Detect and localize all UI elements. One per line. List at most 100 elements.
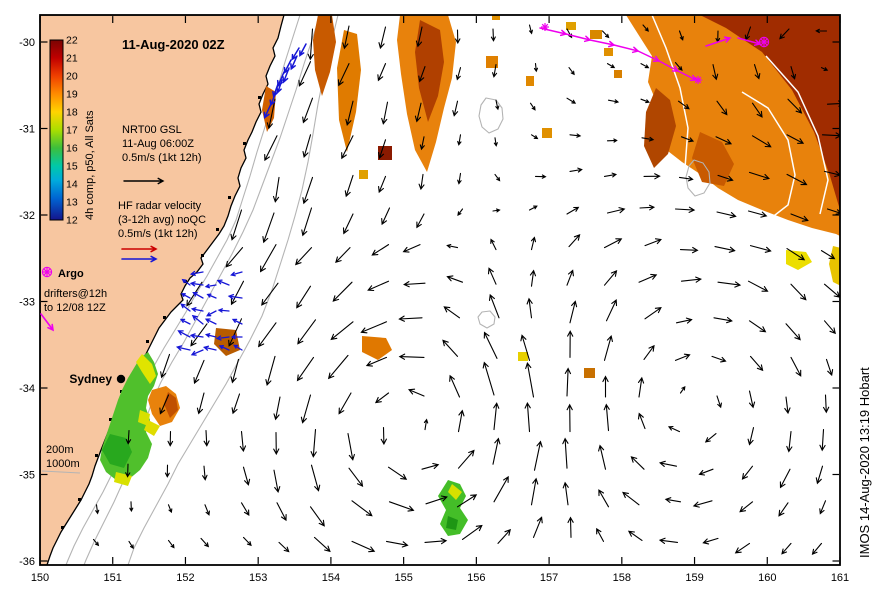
- current-vector: [310, 429, 317, 458]
- current-vector: [644, 238, 662, 247]
- current-vector: [751, 135, 772, 148]
- coast-detail: [216, 228, 219, 231]
- current-vector: [265, 355, 276, 387]
- current-vector: [748, 320, 767, 333]
- sst-white-contour: [765, 55, 829, 215]
- current-vector: [456, 494, 478, 508]
- current-vector: [823, 283, 840, 298]
- current-vector: [415, 26, 423, 48]
- current-vector: [637, 376, 645, 398]
- current-vector: [167, 539, 175, 549]
- current-vector: [567, 516, 574, 538]
- current-vector: [95, 504, 100, 515]
- current-vector: [751, 102, 763, 118]
- gsl-legend-name: NRT00 GSL: [122, 124, 182, 136]
- bathy-1000m-label: 1000m: [46, 458, 80, 470]
- x-tick-label: 153: [249, 572, 267, 584]
- current-vector: [487, 267, 497, 285]
- city-label: Sydney: [69, 372, 112, 386]
- hf-radar-vectors-layer: [175, 43, 307, 356]
- current-vector: [423, 418, 429, 431]
- current-vector: [307, 28, 314, 61]
- current-vector: [638, 273, 658, 283]
- current-vector: [125, 430, 132, 445]
- current-vector: [424, 537, 448, 545]
- current-vector: [642, 24, 649, 32]
- current-vector: [360, 321, 388, 334]
- current-vector: [790, 356, 802, 377]
- hf-radar-vector: [231, 318, 243, 325]
- y-tick-label: -34: [19, 383, 35, 395]
- current-vector: [330, 321, 354, 341]
- land-polygon: [40, 15, 285, 565]
- current-vector: [242, 466, 251, 486]
- hf-radar-vector: [189, 333, 204, 339]
- current-vector: [338, 392, 352, 415]
- current-vector: [715, 136, 733, 145]
- current-vector: [278, 541, 290, 553]
- argo-float-icon: [694, 76, 702, 84]
- current-vector: [674, 206, 696, 213]
- hf-radar-vector: [180, 303, 191, 312]
- hf-legend-scale: 0.5m/s (1kt 12h): [118, 228, 197, 240]
- current-vector: [301, 207, 313, 237]
- current-vector: [566, 28, 573, 39]
- current-vector: [403, 281, 426, 288]
- sst-speckle: [518, 352, 528, 361]
- drifter-arrow: [613, 44, 640, 54]
- current-vector: [790, 213, 809, 222]
- current-vector: [748, 171, 771, 181]
- current-vector: [525, 362, 535, 398]
- current-vector: [204, 504, 210, 516]
- current-vector: [528, 205, 538, 211]
- hf-radar-vector: [216, 279, 230, 286]
- sst-speckle: [492, 15, 500, 20]
- x-tick-label: 157: [540, 572, 558, 584]
- current-vector: [530, 134, 539, 140]
- hf-radar-vector: [299, 43, 307, 57]
- legend-arrow: [121, 255, 158, 263]
- current-vector: [398, 353, 425, 360]
- current-vector: [128, 540, 134, 550]
- sst-patch: [448, 484, 462, 500]
- current-vector: [714, 246, 736, 253]
- coast-detail: [95, 454, 98, 457]
- current-vector: [790, 283, 807, 301]
- x-tick-label: 154: [322, 572, 340, 584]
- sst-speckle: [614, 70, 622, 78]
- current-vector: [567, 330, 574, 358]
- current-vector: [193, 359, 205, 385]
- current-vector: [483, 331, 498, 359]
- bathymetry-contour: [65, 15, 301, 565]
- drifters-legend-line2: to 12/08 12Z: [44, 302, 106, 314]
- current-vector: [606, 138, 618, 143]
- current-vector: [566, 97, 577, 104]
- current-vector: [385, 540, 409, 548]
- current-vector: [264, 135, 278, 162]
- current-vector: [753, 64, 761, 80]
- current-vector: [493, 475, 509, 503]
- sst-patch: [692, 132, 734, 186]
- current-vector: [749, 245, 772, 253]
- current-vector: [262, 212, 275, 244]
- sst-patch: [700, 15, 840, 210]
- colorbar-tick-label: 17: [66, 125, 78, 137]
- current-vector: [562, 481, 569, 506]
- hf-radar-vector: [179, 318, 191, 325]
- hf-radar-vector: [227, 293, 243, 300]
- colorbar-tick-label: 12: [66, 215, 78, 227]
- current-vector: [378, 139, 387, 160]
- current-vector: [398, 315, 423, 322]
- current-vector: [692, 500, 713, 508]
- current-vector: [335, 247, 351, 264]
- current-vector: [630, 456, 645, 470]
- current-vector: [826, 208, 840, 215]
- sst-white-contour: [651, 15, 689, 215]
- current-vector: [606, 63, 616, 69]
- current-vector: [332, 281, 353, 302]
- sst-patch: [214, 328, 240, 356]
- current-vector: [786, 173, 808, 186]
- colorbar-tick-label: 15: [66, 161, 78, 173]
- x-tick-label: 150: [31, 572, 49, 584]
- current-vector: [639, 204, 656, 211]
